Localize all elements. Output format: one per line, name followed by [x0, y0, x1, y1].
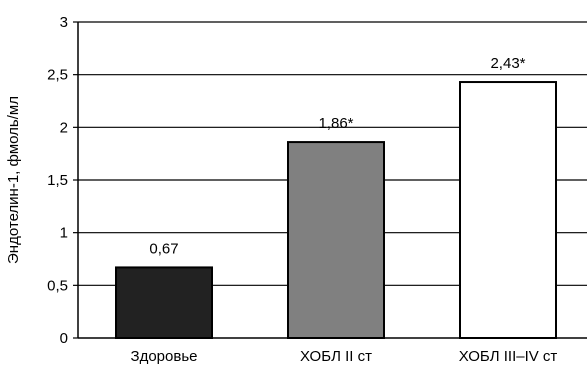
bar: [115, 266, 213, 339]
category-label: Здоровье: [131, 348, 198, 365]
y-tick-label: 0,5: [47, 277, 68, 294]
bar: [459, 81, 557, 340]
y-tick-label: 0: [60, 330, 68, 347]
data-label: 1,86*: [318, 115, 353, 132]
bars: [115, 81, 557, 340]
y-tick-label: 2: [60, 119, 68, 136]
category-labels: Здоровье ХОБЛ II ст ХОБЛ III–IV ст: [131, 348, 558, 365]
data-label: 2,43*: [490, 55, 525, 72]
y-axis-label: Эндотелин-1, фмоль/мл: [5, 96, 22, 264]
data-labels: 0,67 1,86* 2,43*: [149, 55, 525, 257]
y-tick-label: 3: [60, 14, 68, 31]
category-label: ХОБЛ III–IV ст: [459, 348, 558, 365]
category-label: ХОБЛ II ст: [300, 348, 372, 365]
y-tick-labels: 0 0,5 1 1,5 2 2,5 3: [47, 14, 68, 347]
axes: [73, 21, 587, 339]
data-label: 0,67: [149, 240, 178, 257]
y-tick-label: 2,5: [47, 67, 68, 84]
y-tick-label: 1,5: [47, 172, 68, 189]
bar: [287, 141, 385, 339]
y-tick-label: 1: [60, 225, 68, 242]
